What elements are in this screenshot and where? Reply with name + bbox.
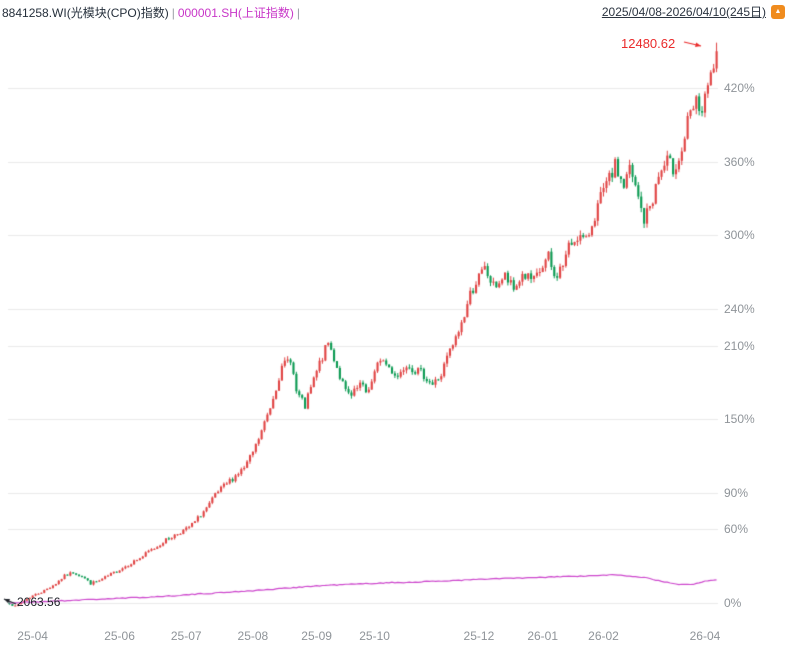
separator: | — [171, 6, 175, 20]
x-axis-label: 25-04 — [17, 629, 48, 643]
x-axis-label: 25-10 — [359, 629, 390, 643]
x-axis-label: 25-07 — [170, 629, 202, 643]
x-axis-label: 26-01 — [527, 629, 559, 643]
y-axis-label: 300% — [724, 228, 755, 243]
last-price-annotation: 12480.62 — [621, 36, 676, 51]
y-axis-label: 0% — [724, 596, 742, 610]
y-axis-label: 150% — [724, 412, 755, 427]
chart-header: 8841258.WI(光模块(CPO)指数) | 000001.SH(上证指数) | — [2, 4, 303, 21]
benchmark-symbol-label[interactable]: 000001.SH(上证指数) — [177, 6, 294, 20]
x-axis-label: 25-08 — [237, 629, 269, 643]
y-axis-label: 90% — [724, 485, 749, 500]
header-right: 2025/04/08-2026/04/10(245日) ▲ — [602, 3, 785, 20]
triangle-glyph: ▲ — [774, 8, 782, 15]
date-range-label[interactable]: 2025/04/08-2026/04/10(245日) — [601, 5, 766, 19]
y-axis-label: 420% — [724, 81, 755, 95]
date-range-settings-icon[interactable]: ▲ — [771, 4, 785, 19]
x-axis-label: 25-09 — [301, 629, 332, 643]
x-axis-label: 25-12 — [463, 629, 495, 643]
primary-symbol-label[interactable]: 8841258.WI(光模块(CPO)指数) — [2, 6, 169, 20]
x-axis-label: 25-06 — [104, 629, 135, 643]
start-price-annotation: 2063.56 — [17, 595, 61, 609]
y-axis-label: 210% — [724, 338, 755, 353]
x-axis-label: 26-04 — [689, 629, 721, 643]
separator: | — [296, 6, 300, 20]
x-axis-label: 26-02 — [588, 629, 619, 643]
y-axis-label: 60% — [724, 522, 749, 537]
y-axis-label: 240% — [724, 301, 755, 316]
y-axis-label: 360% — [724, 154, 755, 169]
